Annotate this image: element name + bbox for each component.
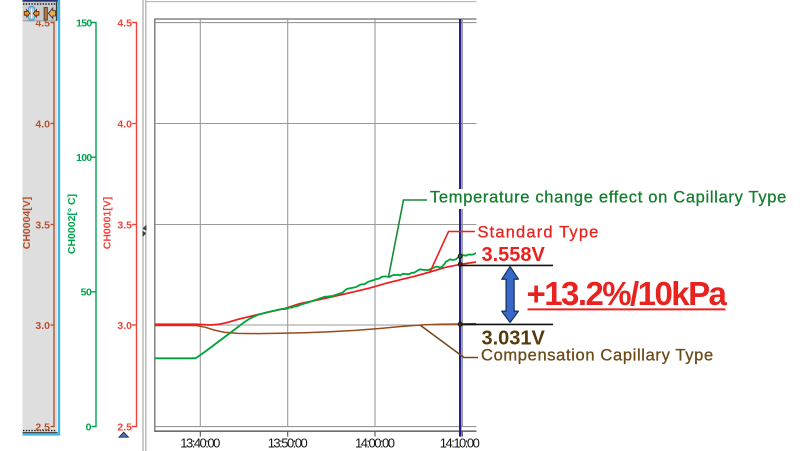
svg-text:14:00:00: 14:00:00: [355, 435, 395, 450]
svg-text:+13.2%/10kPa: +13.2%/10kPa: [527, 275, 728, 312]
svg-text:14:10:00: 14:10:00: [440, 435, 480, 450]
svg-text:3.0: 3.0: [35, 320, 50, 332]
svg-text:4.0: 4.0: [117, 118, 132, 130]
svg-text:4.5: 4.5: [117, 17, 132, 29]
svg-text:3.5: 3.5: [35, 219, 50, 231]
svg-text:3.5: 3.5: [117, 219, 132, 231]
svg-text:4.0: 4.0: [35, 118, 50, 130]
svg-text:100: 100: [76, 152, 92, 164]
svg-text:CH0004[V]: CH0004[V]: [21, 197, 33, 250]
svg-text:Compensation Capillary Type: Compensation Capillary Type: [481, 347, 714, 365]
svg-text:13:50:00: 13:50:00: [268, 435, 308, 450]
svg-text:13:40:00: 13:40:00: [180, 435, 220, 450]
svg-text:50: 50: [81, 287, 92, 299]
svg-text:3.0: 3.0: [117, 320, 132, 332]
svg-text:CH0001[V]: CH0001[V]: [102, 197, 114, 250]
svg-text:2.5: 2.5: [117, 421, 132, 433]
svg-text:0: 0: [86, 421, 92, 433]
svg-text:Standard Type: Standard Type: [478, 224, 600, 242]
svg-text:2.5: 2.5: [35, 421, 50, 433]
svg-text:Temperature change effect on C: Temperature change effect on Capillary T…: [430, 188, 787, 206]
svg-text:150: 150: [76, 17, 92, 29]
svg-text:CH0002[° C]: CH0002[° C]: [66, 194, 78, 254]
svg-text:3.558V: 3.558V: [482, 244, 546, 266]
svg-text:3.031V: 3.031V: [482, 328, 546, 350]
